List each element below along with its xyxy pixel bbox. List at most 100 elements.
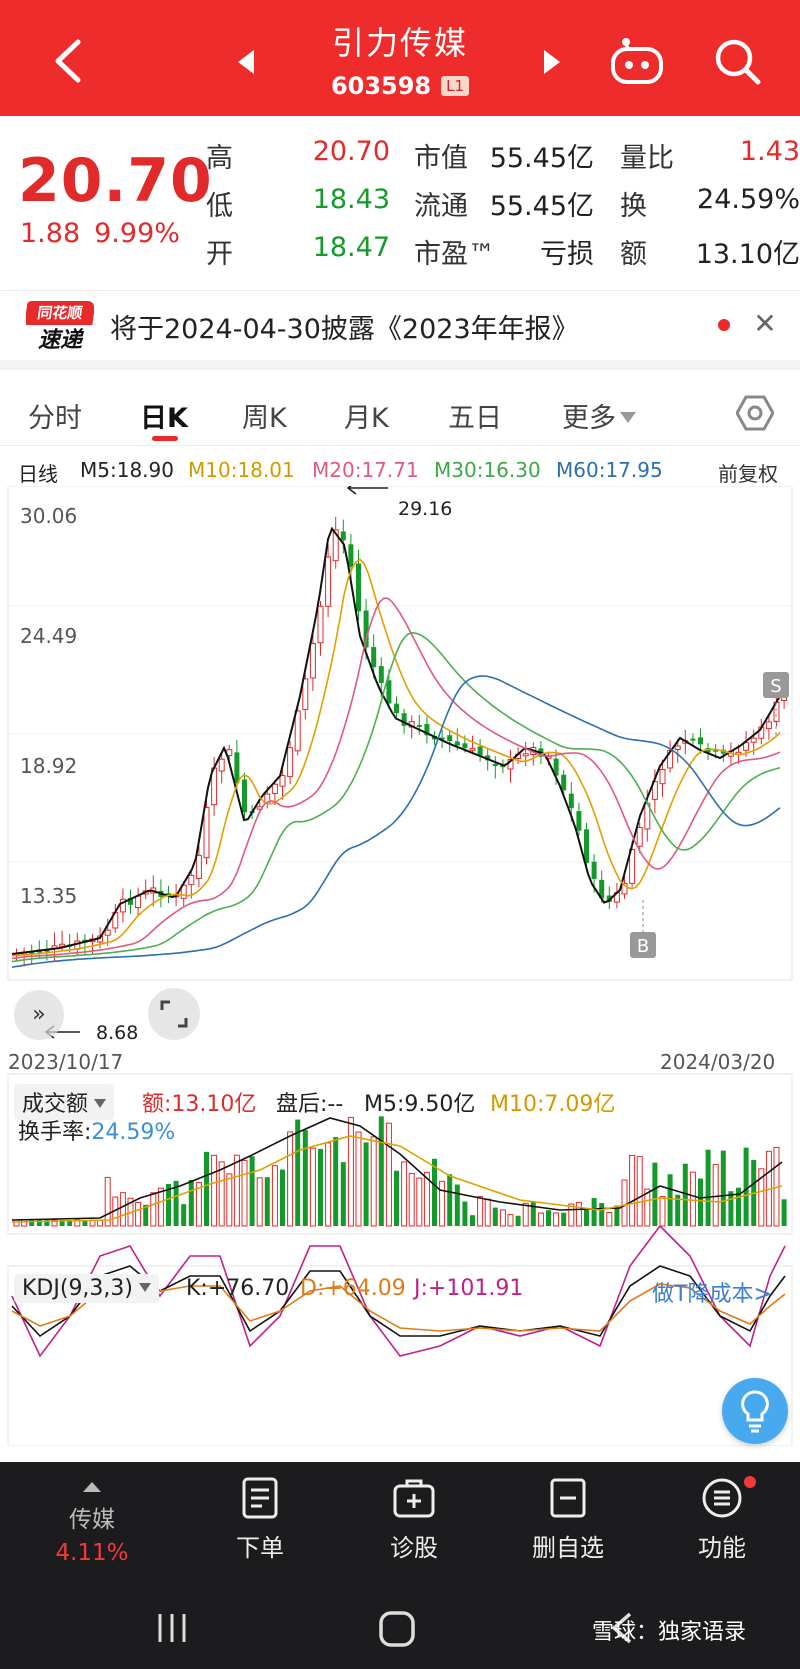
candle-body-down bbox=[584, 829, 589, 863]
candle-body-down bbox=[568, 793, 574, 809]
end-date: 2024/03/20 bbox=[660, 1050, 776, 1074]
volume-bar-up bbox=[477, 1196, 484, 1227]
volume-bar-down bbox=[302, 1130, 308, 1226]
volume-bar-down bbox=[166, 1183, 171, 1226]
volume-bar-up bbox=[325, 1142, 332, 1227]
candle-body-down bbox=[576, 811, 582, 831]
candle-body-up bbox=[765, 721, 772, 730]
candle-body-down bbox=[378, 666, 384, 684]
volume-bar-down bbox=[280, 1169, 285, 1226]
change-amount: 1.88 bbox=[20, 218, 81, 249]
candle-body-up bbox=[195, 854, 202, 879]
volume-bar-down bbox=[675, 1194, 681, 1226]
volume-bar-down bbox=[249, 1156, 255, 1226]
tab-daily-k[interactable]: 日K bbox=[140, 403, 188, 434]
candle-body-up bbox=[659, 768, 666, 785]
do-t-promo-link[interactable]: 做T降成本> bbox=[652, 1282, 772, 1307]
tab-more[interactable]: 更多 bbox=[562, 396, 636, 435]
candle-body-down bbox=[44, 949, 50, 952]
price-change: 1.88 9.99% bbox=[20, 218, 194, 249]
volume-bar-down bbox=[394, 1170, 399, 1226]
volume-bar-up bbox=[659, 1196, 666, 1227]
volume-m5: M5:9.50亿 bbox=[364, 1092, 476, 1117]
volume-bar-down bbox=[462, 1201, 468, 1226]
tab-five-day[interactable]: 五日 bbox=[448, 403, 502, 434]
tab-monthly-k[interactable]: 月K bbox=[344, 403, 389, 434]
volume-indicator-selector[interactable]: 成交额 bbox=[14, 1084, 115, 1120]
order-button[interactable]: 下单 bbox=[190, 1476, 330, 1563]
unread-dot-icon bbox=[718, 319, 730, 331]
candle-body-up bbox=[750, 737, 757, 743]
back-icon[interactable] bbox=[48, 38, 88, 84]
expand-arrows-icon[interactable]: » bbox=[14, 990, 64, 1040]
candle-body-up bbox=[317, 605, 324, 644]
robot-icon[interactable] bbox=[610, 36, 664, 86]
buy-signal-badge bbox=[630, 932, 656, 958]
remove-watchlist-button[interactable]: 删自选 bbox=[498, 1476, 638, 1563]
search-icon[interactable] bbox=[712, 36, 762, 86]
recent-apps-icon[interactable] bbox=[154, 1610, 190, 1646]
candle-body-up bbox=[218, 758, 225, 772]
sector-button[interactable]: 传媒 4.11% bbox=[22, 1476, 162, 1566]
dropdown-arrow-icon bbox=[620, 412, 636, 423]
volume-bar-up bbox=[218, 1161, 225, 1227]
candle-body-down bbox=[454, 741, 460, 746]
chart-settings-icon[interactable] bbox=[736, 394, 774, 432]
ma20-value: M20:17.71 bbox=[312, 458, 419, 482]
volume-bar-down bbox=[432, 1158, 437, 1226]
volume-header: 成交额 额:13.10亿 盘后:-- M5:9.50亿 M10:7.09亿 换手… bbox=[0, 1080, 800, 1145]
candle-body-up bbox=[188, 874, 195, 886]
volume-bar-up bbox=[13, 1219, 20, 1227]
close-icon[interactable]: ✕ bbox=[753, 307, 777, 340]
volume-bar-up bbox=[370, 1136, 377, 1227]
order-label: 下单 bbox=[236, 1534, 284, 1562]
start-date: 2023/10/17 bbox=[8, 1050, 124, 1074]
ma30-value: M30:16.30 bbox=[434, 458, 541, 482]
lightbulb-icon[interactable] bbox=[722, 1378, 788, 1444]
candle-body-down bbox=[416, 724, 422, 727]
candle-body-up bbox=[271, 783, 278, 794]
volume-amount: 额:13.10亿 bbox=[142, 1092, 257, 1117]
prev-stock-icon[interactable] bbox=[238, 50, 254, 74]
candle-body-down bbox=[492, 763, 498, 766]
high-label: 高 bbox=[206, 143, 233, 174]
volume-bar-up bbox=[226, 1173, 233, 1227]
candle-body-down bbox=[363, 610, 369, 648]
diagnose-button[interactable]: 诊股 bbox=[344, 1476, 484, 1563]
kdj-k-line bbox=[11, 1265, 786, 1338]
volume-selector-label: 成交额 bbox=[22, 1092, 89, 1117]
high-value: 20.70 bbox=[312, 136, 390, 167]
ma-legend: 日线 M5:18.90 M10:18.01 M20:17.71 M30:16.3… bbox=[0, 456, 800, 486]
function-button[interactable]: 功能 bbox=[652, 1476, 792, 1563]
volume-bar-up bbox=[439, 1180, 446, 1227]
fullscreen-icon[interactable] bbox=[148, 988, 200, 1040]
volume-bar-up bbox=[347, 1116, 354, 1227]
volume-bar-down bbox=[728, 1191, 734, 1226]
chart-canvas[interactable]: BS bbox=[0, 486, 800, 1446]
volume-bar-down bbox=[614, 1205, 620, 1226]
ma10-value: M10:18.01 bbox=[188, 458, 295, 482]
volume-bar-up bbox=[423, 1171, 430, 1227]
volume-bar-down bbox=[59, 1220, 65, 1226]
turnover-value: 24.59% bbox=[697, 184, 800, 215]
candle-body-up bbox=[309, 642, 316, 679]
news-notice[interactable]: 同花顺 速递 将于2024-04-30披露《2023年年报》 ✕ bbox=[0, 290, 800, 370]
candle-body-up bbox=[522, 753, 529, 757]
next-stock-icon[interactable] bbox=[544, 50, 560, 74]
adjust-mode[interactable]: 前复权 bbox=[718, 462, 778, 486]
volume-bar-down bbox=[44, 1220, 50, 1226]
volume-bar-down bbox=[599, 1203, 605, 1226]
candle-body-up bbox=[636, 827, 643, 847]
notice-text[interactable]: 将于2024-04-30披露《2023年年报》 bbox=[110, 314, 579, 345]
home-icon[interactable] bbox=[378, 1610, 416, 1648]
candle-body-up bbox=[119, 898, 126, 913]
nav-back-icon[interactable] bbox=[606, 1610, 636, 1646]
tab-intraday[interactable]: 分时 bbox=[28, 403, 82, 434]
volume-bar-up bbox=[689, 1171, 696, 1227]
kdj-indicator-selector[interactable]: KDJ(9,3,3) bbox=[14, 1274, 159, 1303]
float-cap-label: 流通 bbox=[414, 191, 468, 222]
candle-body-down bbox=[439, 737, 445, 740]
tab-weekly-k[interactable]: 周K bbox=[242, 403, 287, 434]
volume-bar-down bbox=[591, 1198, 597, 1226]
